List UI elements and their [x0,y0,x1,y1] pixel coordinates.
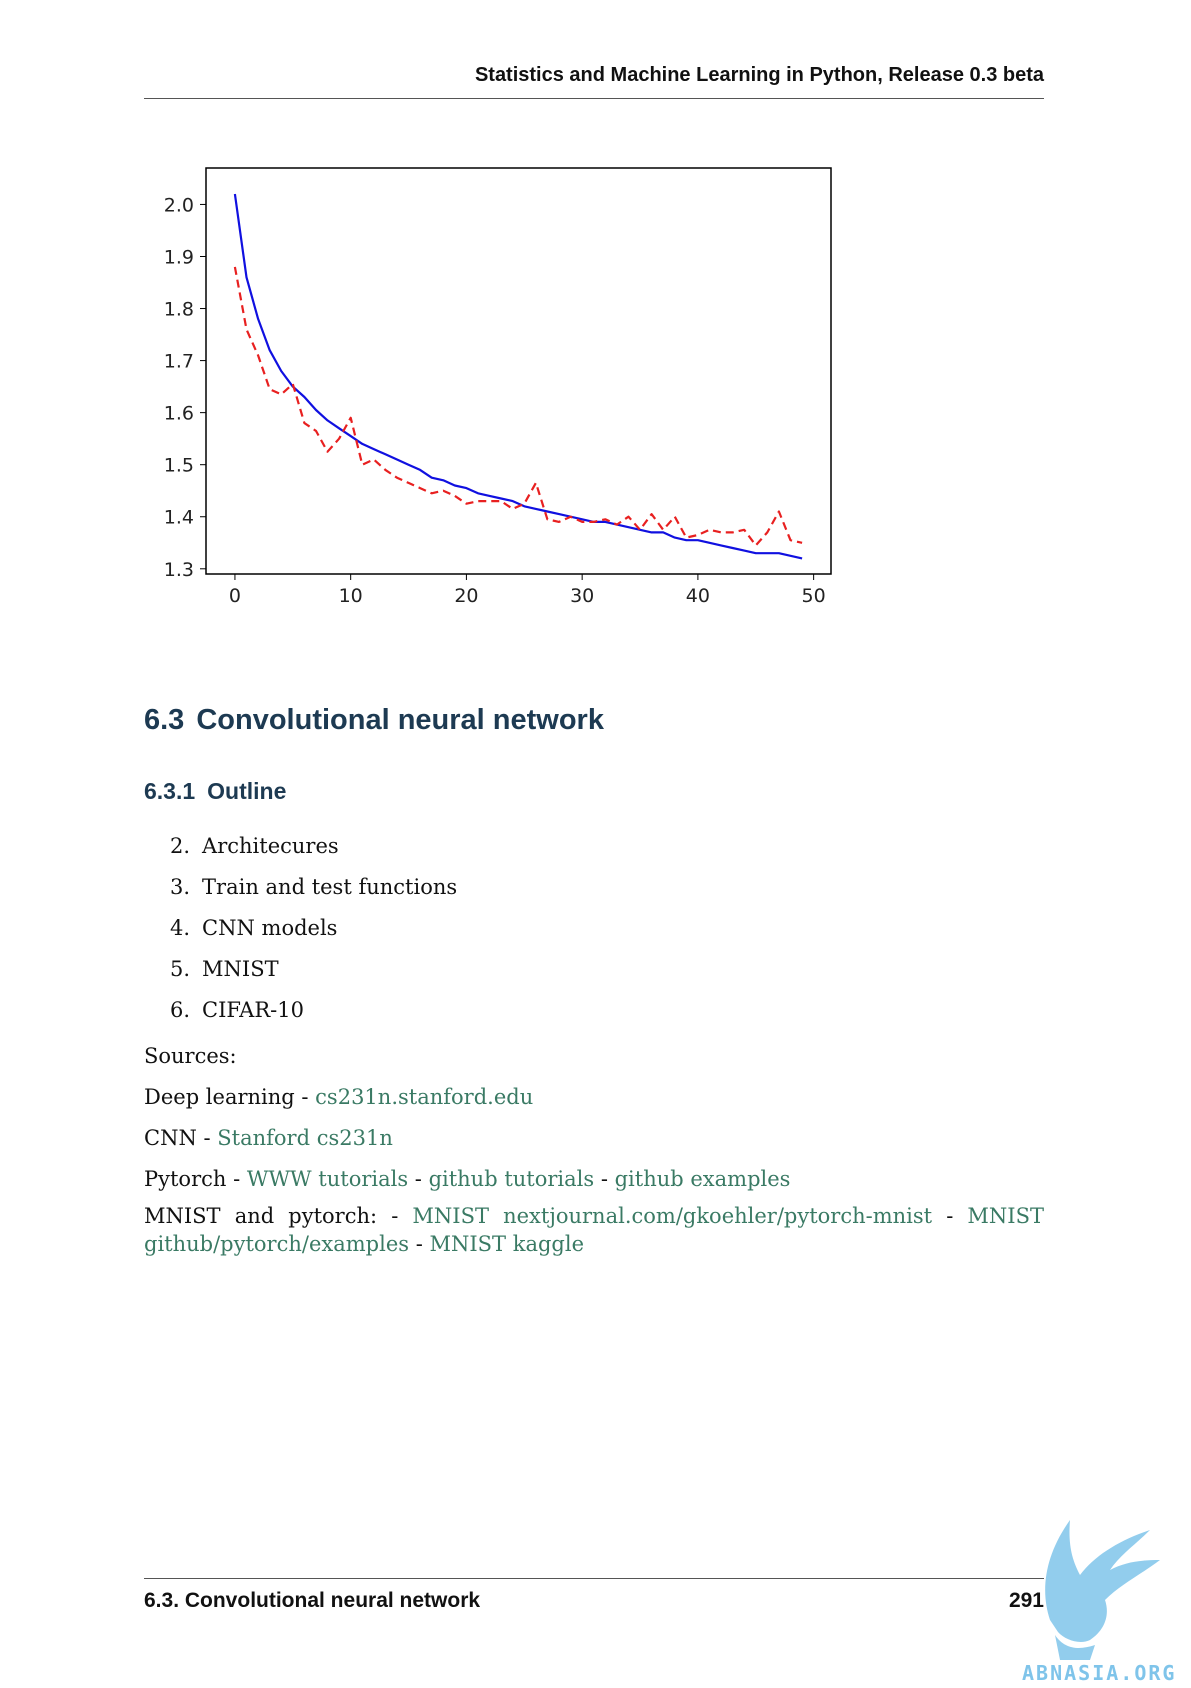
list-item-text: Train and test functions [202,875,458,899]
series-line-solid [233,193,803,560]
y-tick-label: 1.8 [164,299,194,321]
list-item: 6. CIFAR-10 [170,996,457,1037]
mnist-link[interactable]: MNIST [412,1204,489,1228]
page-number: 291 [1008,1589,1044,1612]
y-tick-label: 1.3 [164,559,194,581]
separator: - [594,1167,615,1191]
plot-frame [205,167,832,575]
loss-chart-svg: 0 10 20 30 40 50 1.3 1.4 1.5 1.6 1.7 1.8 1.9 2.0 [164,167,832,607]
x-tick-label: 20 [454,585,478,607]
cnn-label: CNN - [144,1126,218,1150]
outline-list: 2. Architecures 3. Train and test function… [170,832,457,1037]
loss-chart: 0 10 20 30 40 50 1.3 1.4 1.5 1.6 1.7 1.8 1.9 2.0 [140,160,900,660]
list-item-number: 6. [170,998,191,1022]
github-examples-link[interactable]: github examples [614,1167,791,1191]
y-tick-label: 1.7 [164,351,194,373]
separator: - [409,1232,430,1256]
subsection-number: 6.3.1 [144,778,196,804]
github-tutorials-link[interactable]: github tutorials [428,1167,595,1191]
section-heading: 6.3 Convolutional neural network [144,704,604,737]
running-footer: 6.3. Convolutional neural network 291 [144,1578,1044,1613]
list-item-number: 2. [170,834,191,858]
watermark-text: ABNASIA.ORG [1022,1661,1176,1684]
section-title: Convolutional neural network [196,704,604,736]
list-item: 5. MNIST [170,955,457,996]
cs231n-link[interactable]: cs231n.stanford.edu [315,1085,534,1109]
y-tick-label: 2.0 [164,194,194,216]
y-tick-label: 1.5 [164,455,194,477]
pytorch-word: pytorch: [288,1204,378,1228]
list-item-number: 4. [170,916,191,940]
header-title: Statistics and Machine Learning in Pytho… [474,64,1044,86]
dash: - [391,1204,399,1228]
mnist-kaggle-link[interactable]: MNIST kaggle [429,1232,585,1256]
subsection-title: Outline [207,778,287,804]
list-item-text: MNIST [202,957,279,981]
list-item: 3. Train and test functions [170,873,457,914]
list-item: 2. Architecures [170,832,457,873]
nextjournal-link[interactable]: nextjournal.com/gkoehler/pytorch-mnist [503,1204,933,1228]
y-tick-label: 1.6 [164,403,194,425]
sources-label: Sources: [144,1044,237,1068]
y-tick-label: 1.4 [164,507,194,529]
mnist-line-continued: github/pytorch/examples - MNIST kaggle [144,1230,584,1258]
and-word: and [234,1204,275,1228]
watermark-logo: ABNASIA.ORG [1010,1500,1191,1685]
list-item: 4. CNN models [170,914,457,955]
pytorch-examples-link[interactable]: github/pytorch/examples [144,1232,410,1256]
list-item-number: 5. [170,957,191,981]
running-header: Statistics and Machine Learning in Pytho… [144,64,1044,99]
x-tick-label: 50 [802,585,826,607]
separator: - [408,1167,429,1191]
section-number: 6.3 [144,704,185,736]
list-item-text: CIFAR-10 [202,998,304,1022]
y-tick-label: 1.9 [164,246,194,268]
dash: - [946,1204,954,1228]
x-tick-label: 40 [686,585,710,607]
deep-learning-line: Deep learning - cs231n.stanford.edu [144,1083,533,1111]
griffin-icon: ABNASIA.ORG [1022,1520,1176,1685]
pytorch-line: Pytorch - WWW tutorials - github tutoria… [144,1165,790,1193]
list-item-text: CNN models [202,916,338,940]
list-item-number: 3. [170,875,191,899]
stanford-cs231n-link[interactable]: Stanford cs231n [217,1126,393,1150]
x-tick-label: 10 [339,585,363,607]
x-tick-label: 30 [570,585,594,607]
list-item-text: Architecures [202,834,339,858]
subsection-heading: 6.3.1 Outline [144,778,286,805]
deep-learning-label: Deep learning - [144,1085,316,1109]
pytorch-label: Pytorch - [144,1167,247,1191]
mnist-github-link[interactable]: MNIST [967,1204,1044,1228]
x-tick-label: 0 [229,585,241,607]
cnn-line: CNN - Stanford cs231n [144,1124,393,1152]
www-tutorials-link[interactable]: WWW tutorials [246,1167,409,1191]
mnist-word: MNIST [144,1204,221,1228]
series-line-dashed [233,266,803,547]
mnist-line: MNIST and pytorch: - MNIST nextjournal.c… [144,1202,1044,1230]
footer-section: 6.3. Convolutional neural network [144,1589,481,1612]
